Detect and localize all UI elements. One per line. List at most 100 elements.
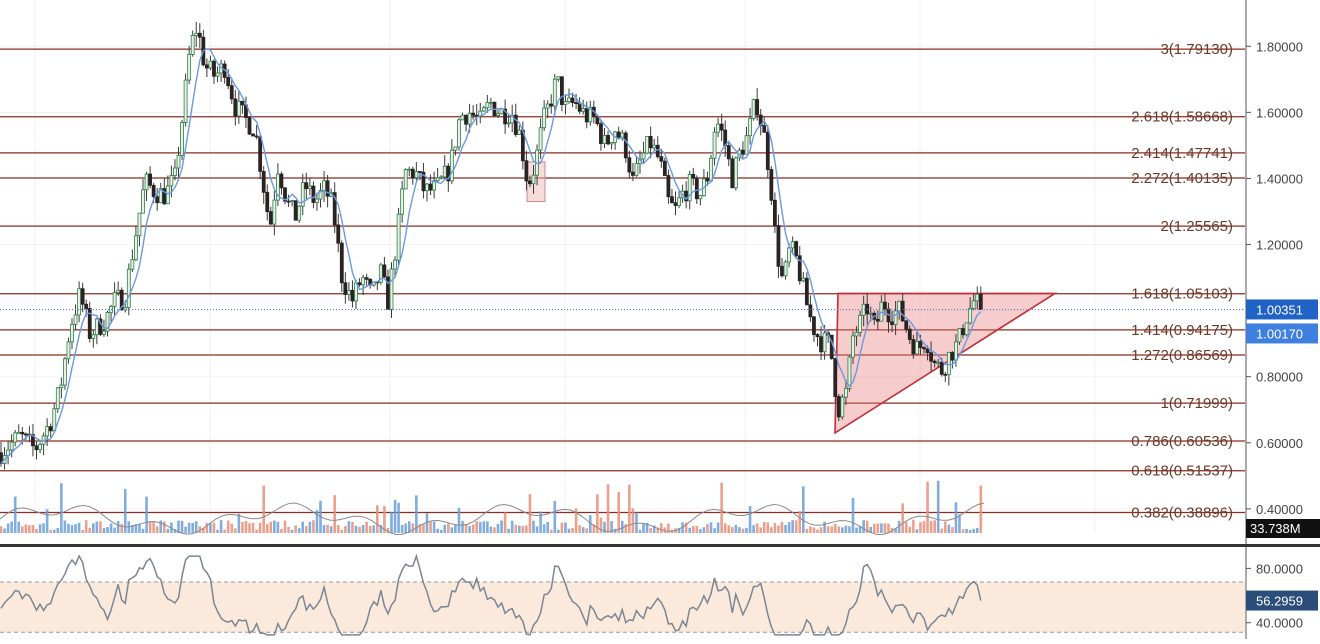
volume-bar [869,526,873,533]
candle-body [648,135,653,149]
candle-body [748,118,752,137]
candle-body [247,117,252,135]
candle-body [169,175,174,187]
candle-body [94,318,99,336]
rsi-value-badge [1246,590,1318,611]
volume-bar [546,522,549,533]
volume-bar [429,521,432,533]
candle-body [361,277,366,286]
volume-bar [929,521,933,533]
candle-body [464,114,468,125]
volume-bar [848,526,851,533]
candle-body [524,160,529,182]
volume-bar [716,522,720,533]
volume-bar [0,526,3,533]
candle-body [63,358,67,386]
candle-body [105,312,110,332]
candle-body [190,35,195,55]
candle-body [23,433,28,436]
volume-bar [528,494,532,533]
volume-bar [3,528,6,533]
volume-bar [340,529,344,533]
volume-bar [70,525,74,533]
volume-bar [620,520,624,533]
candle-body [513,114,518,135]
volume-bar [855,527,858,533]
candle-body [208,60,213,69]
volume-bar [702,527,706,533]
panel-separator [0,544,1320,547]
volume-bar [904,521,908,533]
volume-bar [624,524,628,533]
candle-body [836,396,841,418]
volume-bar [31,525,35,533]
candle-body [574,102,578,105]
candle-body [730,158,735,189]
volume-bar [464,524,468,533]
candle-body [726,145,731,160]
candle-body [634,163,639,176]
volume-bar [13,496,17,533]
candle-body [733,157,738,189]
volume-bar [326,524,329,533]
volume-bar [596,494,599,533]
volume-bar [798,511,802,533]
volume-bar [805,529,809,533]
candle-body [162,188,167,205]
candle-body [98,318,103,335]
candle-body [467,112,472,125]
fib-level-label: 1.272(0.86569) [1131,347,1233,364]
volume-bar [667,523,670,533]
volume-bar [336,525,340,533]
candle-body [900,300,905,322]
volume-bar [766,522,770,533]
volume-bar [645,522,649,533]
candle-body [670,196,674,204]
candle-body [77,288,81,316]
candle-body [822,332,827,353]
volume-bar [940,528,944,533]
rsi-value-label: 56.2959 [1256,594,1303,609]
volume-bar [411,523,415,533]
volume-bar [42,523,45,533]
candle-body [261,170,266,193]
volume-bar [564,522,567,533]
candle-body [673,202,678,206]
candle-body [20,431,25,435]
volume-bar [290,529,294,533]
candle-body [875,318,880,322]
candle-body [91,334,96,339]
rsi-axis-tick-label: 40.0000 [1256,616,1303,631]
volume-bar [500,520,503,533]
candle-body [716,123,720,133]
candle-body [425,183,429,192]
volume-bar [216,529,219,533]
volume-bar [525,525,528,533]
fib-level-label: 2.272(1.40135) [1131,170,1233,187]
volume-bar [631,508,635,533]
candle-body [474,114,479,117]
volume-bar [475,521,478,533]
candle-body [783,261,788,277]
volume-bar [809,526,812,533]
candle-body [84,303,89,309]
candle-body [904,320,909,330]
volume-bar [305,526,308,533]
candle-body [698,195,703,200]
volume-bar [858,526,862,533]
volume-bar [823,521,826,533]
candle-body [506,122,511,125]
candle-body [943,373,948,376]
volume-bar [351,521,354,533]
candle-body [851,335,855,358]
volume-bar [24,524,28,533]
volume-bar [322,525,326,533]
fib-level-label: 2.618(1.58668) [1131,109,1233,126]
candle-body [197,32,202,38]
candle-body [794,241,799,257]
candle-body [204,64,209,69]
volume-bar [354,525,358,533]
fib-level-label: 0.382(0.38896) [1131,505,1233,522]
